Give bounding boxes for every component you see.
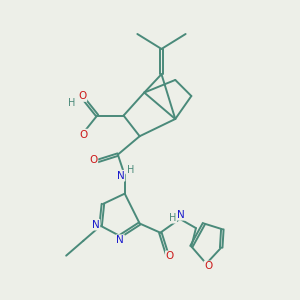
Text: H: H: [169, 213, 176, 223]
Text: N: N: [116, 235, 124, 245]
Text: O: O: [166, 251, 174, 261]
Text: H: H: [128, 165, 135, 175]
Text: N: N: [92, 220, 99, 230]
Text: O: O: [204, 262, 213, 272]
Text: O: O: [89, 155, 98, 165]
Text: H: H: [68, 98, 75, 108]
Text: N: N: [117, 171, 124, 181]
Text: N: N: [177, 210, 185, 220]
Text: O: O: [80, 130, 88, 140]
Text: O: O: [78, 91, 86, 101]
